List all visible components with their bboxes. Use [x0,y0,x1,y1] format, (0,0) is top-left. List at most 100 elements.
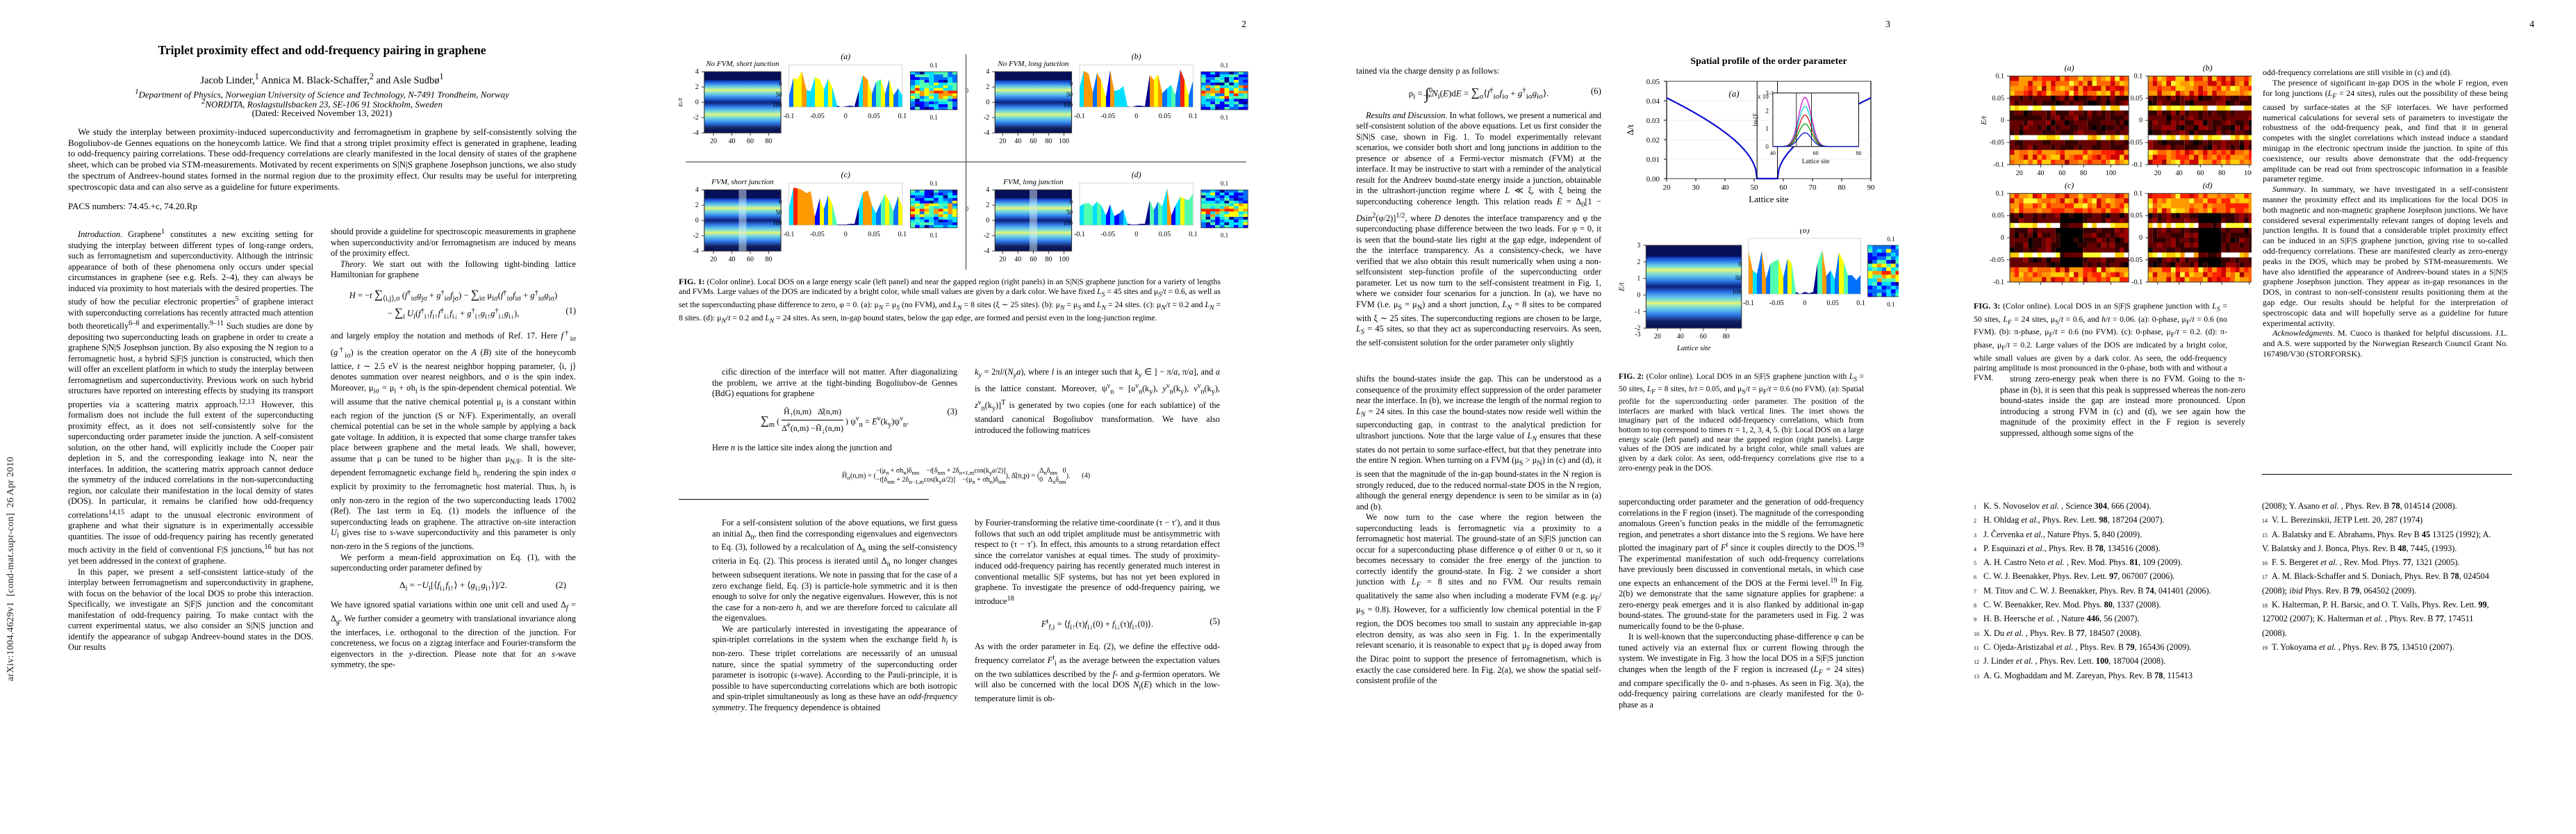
svg-text:(c): (c) [841,170,850,179]
svg-text:60: 60 [1030,256,1037,263]
svg-text:100: 100 [2244,170,2252,177]
svg-text:-4: -4 [984,247,989,255]
svg-text:0.05: 0.05 [868,113,880,120]
svg-text:(a): (a) [841,51,850,61]
svg-text:60: 60 [1813,150,1819,156]
svg-text:0.05: 0.05 [1646,78,1660,86]
svg-text:0.05: 0.05 [1992,212,2005,220]
svg-text:0.1: 0.1 [930,180,937,187]
svg-text:0.01: 0.01 [1646,156,1660,164]
svg-text:60: 60 [1780,183,1788,192]
svg-text:0: 0 [695,99,699,106]
svg-text:0.1: 0.1 [930,232,937,239]
svg-text:0: 0 [1803,300,1806,307]
svg-text:50: 50 [1735,275,1742,281]
svg-text:0: 0 [2139,234,2142,242]
svg-text:20: 20 [999,256,1006,263]
svg-text:0.1: 0.1 [930,114,937,121]
svg-text:0.1: 0.1 [2134,190,2143,197]
svg-text:80: 80 [765,138,772,145]
svg-text:0.1: 0.1 [1221,114,1228,121]
svg-text:40: 40 [2176,170,2183,177]
svg-text:-0.1: -0.1 [1993,161,2004,169]
svg-text:0.05: 0.05 [2131,95,2143,102]
svg-text:0.00: 0.00 [1646,175,1660,183]
svg-text:(b): (b) [1800,229,1810,235]
svg-text:3: 3 [1765,90,1769,97]
svg-text:0.03: 0.03 [1646,117,1660,125]
svg-text:(a): (a) [1728,88,1739,99]
svg-text:0.1: 0.1 [1221,180,1228,187]
svg-text:0: 0 [1134,231,1138,238]
svg-text:20: 20 [999,138,1006,145]
svg-text:60: 60 [747,256,754,263]
svg-text:30: 30 [1692,183,1701,192]
svg-text:60: 60 [2197,170,2204,177]
svg-text:(b): (b) [1132,51,1141,61]
svg-text:20: 20 [710,138,717,145]
svg-text:-2: -2 [984,232,989,240]
svg-text:40: 40 [729,256,736,263]
svg-text:-0.1: -0.1 [1993,279,2004,286]
svg-text:(d): (d) [1132,170,1141,179]
svg-text:90: 90 [1867,183,1876,192]
svg-text:1: 1 [1765,125,1769,132]
svg-text:-0.1: -0.1 [784,113,795,120]
svg-text:-0.1: -0.1 [1743,300,1754,307]
svg-text:80: 80 [2218,170,2225,177]
svg-text:E/t: E/t [1618,281,1626,292]
svg-text:No FVM, long junction: No FVM, long junction [997,60,1069,68]
svg-text:-0.1: -0.1 [2131,279,2142,286]
svg-text:0: 0 [986,217,989,224]
svg-text:-0.1: -0.1 [1074,231,1085,238]
svg-text:50: 50 [1751,183,1759,192]
svg-text:50: 50 [776,209,783,216]
svg-text:0.05: 0.05 [1159,231,1171,238]
svg-text:0: 0 [779,199,782,206]
svg-text:20: 20 [2016,170,2023,177]
svg-text:0.04: 0.04 [1646,97,1660,106]
svg-text:E/t: E/t [679,97,684,108]
svg-text:0.1: 0.1 [898,113,907,120]
svg-text:0: 0 [695,217,699,224]
svg-text:Lattice site: Lattice site [1802,158,1830,165]
svg-text:0.1: 0.1 [1856,300,1865,307]
svg-text:-0.05: -0.05 [810,113,825,120]
svg-text:1: 1 [1637,275,1640,283]
svg-text:0: 0 [1765,143,1769,150]
svg-text:4: 4 [695,186,699,194]
svg-text:3: 3 [1637,242,1640,250]
svg-text:4: 4 [986,68,989,76]
svg-text:-4: -4 [693,247,698,255]
svg-text:-0.05: -0.05 [1100,231,1115,238]
svg-text:Lattice site: Lattice site [1749,194,1789,204]
svg-text:40: 40 [1014,256,1021,263]
svg-text:80: 80 [1045,138,1052,145]
svg-text:-1: -1 [1635,308,1640,316]
svg-text:0: 0 [844,231,848,238]
svg-text:100: 100 [773,220,782,227]
svg-text:80: 80 [765,256,772,263]
svg-text:60: 60 [1030,138,1037,145]
svg-text:80: 80 [1838,183,1847,192]
svg-text:0.1: 0.1 [1996,72,2005,80]
svg-text:60: 60 [1700,333,1707,341]
svg-text:60: 60 [747,138,754,145]
svg-text:(d): (d) [2203,180,2213,190]
svg-text:0: 0 [1134,113,1138,120]
svg-text:-0.05: -0.05 [1990,256,2004,264]
svg-text:-0.1: -0.1 [1074,113,1085,120]
svg-text:100: 100 [1064,220,1073,227]
svg-text:0.05: 0.05 [1826,300,1839,307]
svg-text:2: 2 [695,202,699,209]
svg-text:-0.1: -0.1 [784,231,795,238]
svg-text:0.1: 0.1 [2134,72,2143,80]
svg-text:FVM, short junction: FVM, short junction [711,178,774,186]
svg-text:60: 60 [2058,170,2065,177]
svg-text:0: 0 [779,81,782,88]
svg-text:2: 2 [1765,108,1769,115]
svg-text:0.1: 0.1 [1221,232,1228,239]
svg-text:0: 0 [1070,199,1073,206]
svg-text:100: 100 [1732,288,1742,295]
svg-text:-3: -3 [1769,90,1774,96]
